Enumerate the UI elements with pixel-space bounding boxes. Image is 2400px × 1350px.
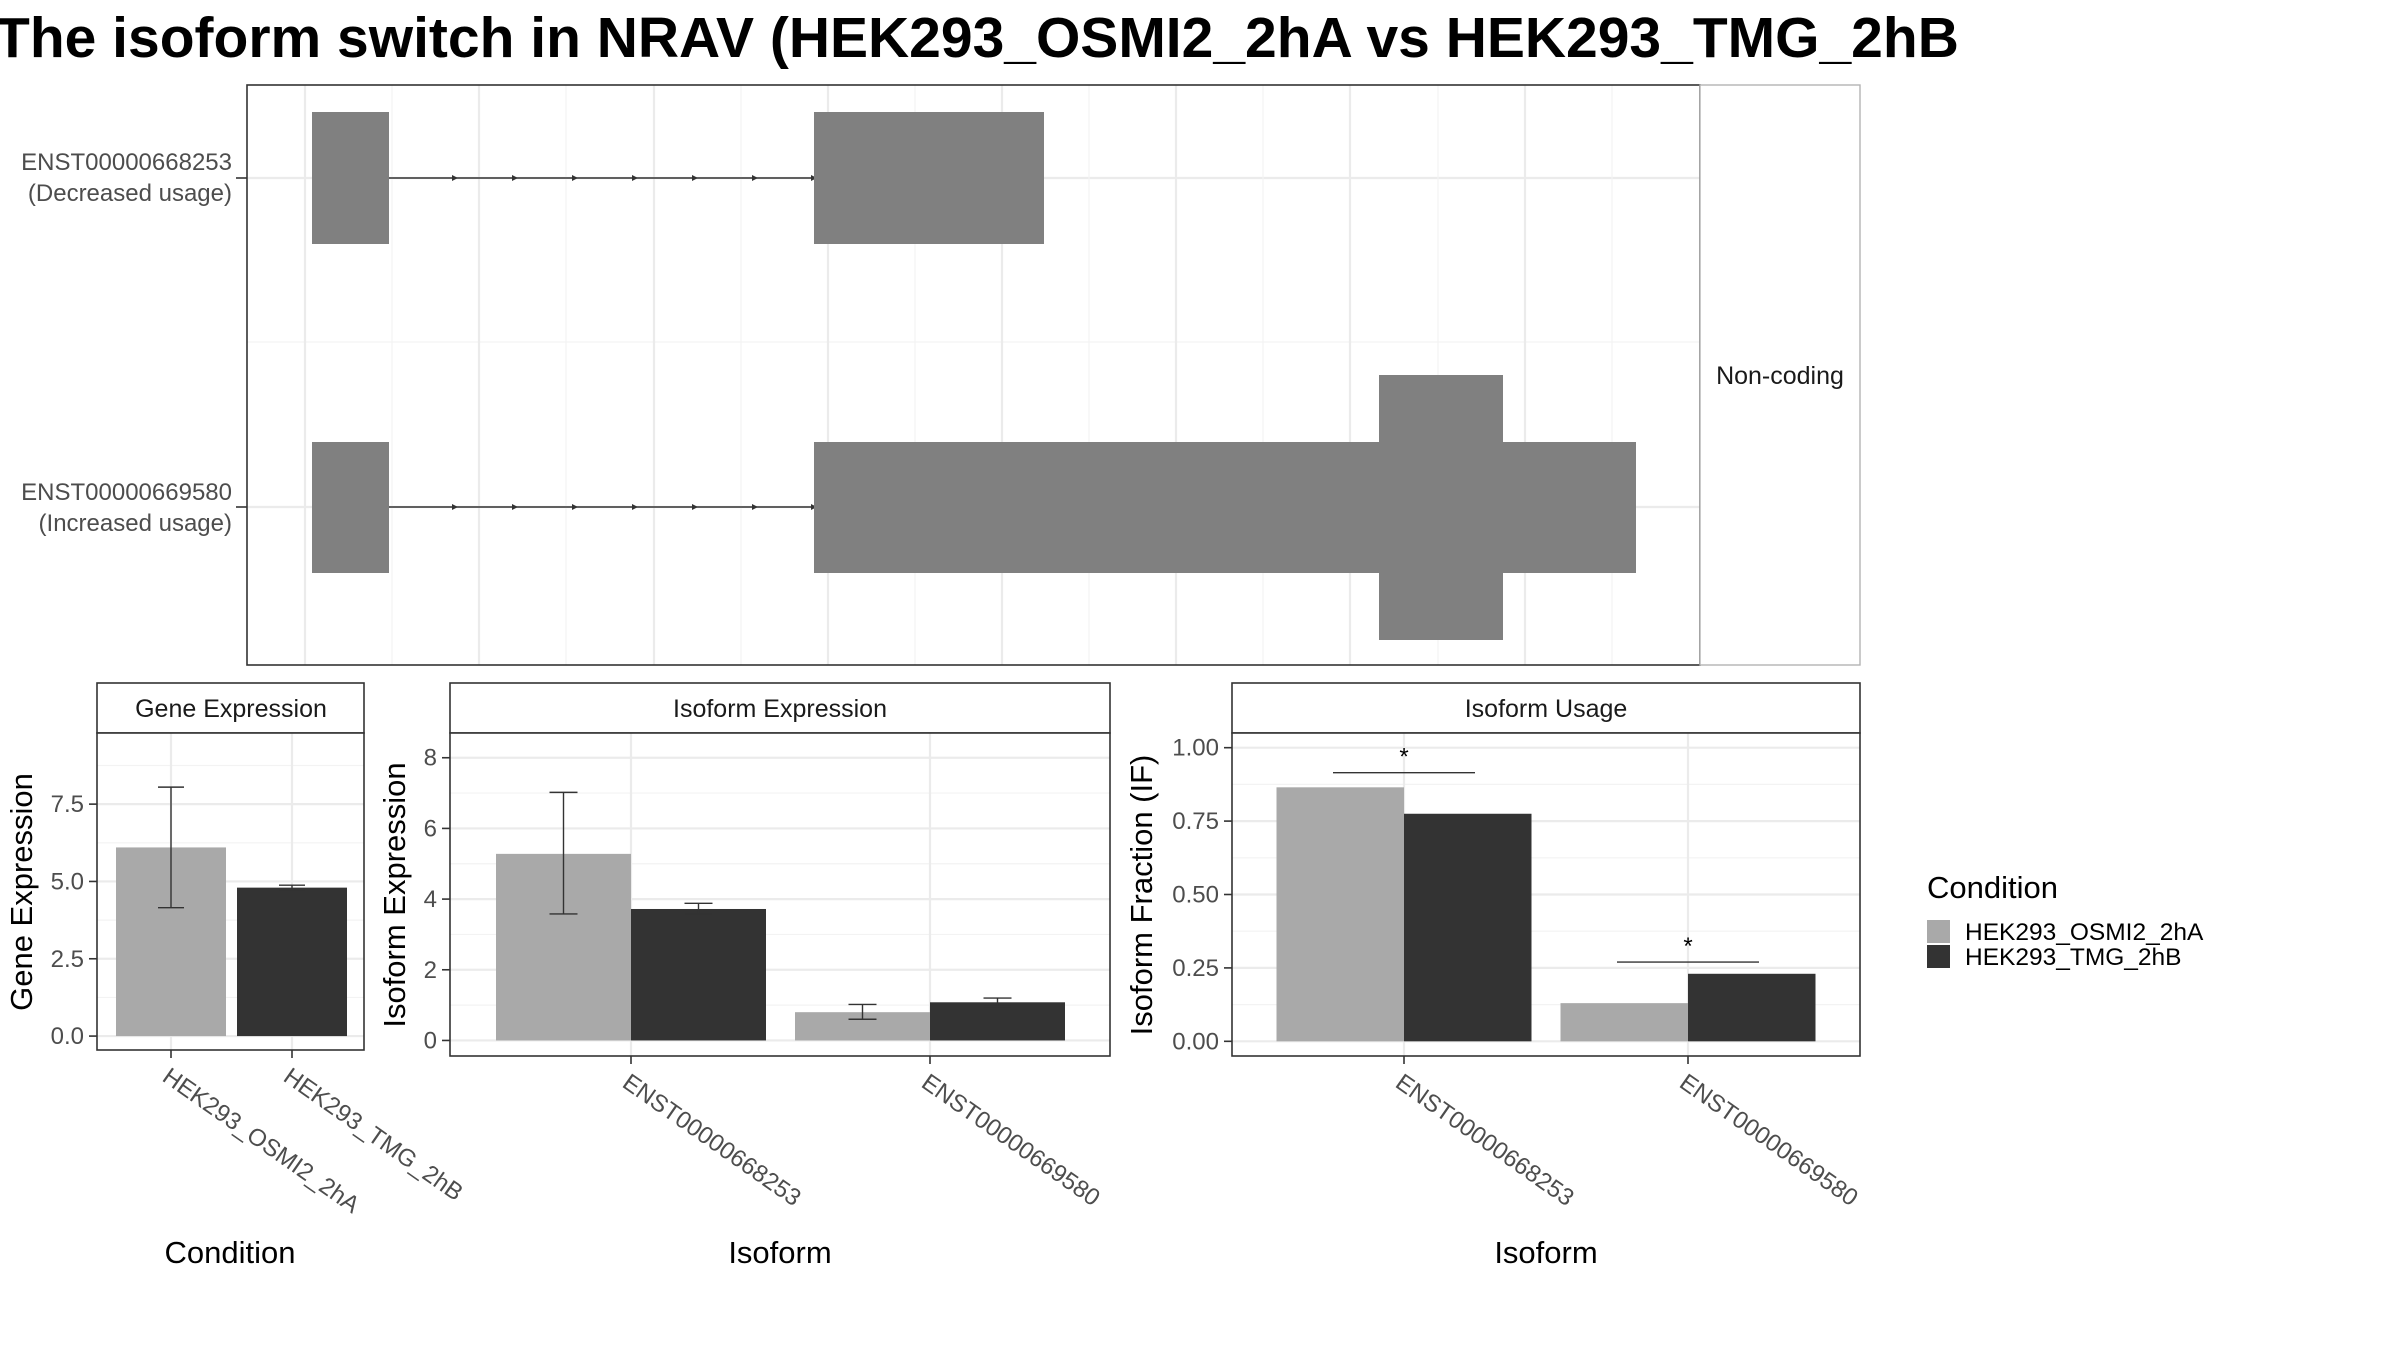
transcript-label-usage: (Decreased usage) <box>28 180 232 207</box>
y-tick-label: 2.5 <box>51 946 84 973</box>
gene-expression-y-ticks: 0.0 2.5 5.0 7.5 <box>51 791 97 1050</box>
transcript-label-id: ENST00000668253 <box>21 149 232 176</box>
gene-expression-panel-border <box>96 732 365 1051</box>
significance-star: * <box>1399 744 1408 771</box>
intron-arrow <box>752 175 758 181</box>
intron-arrow <box>692 504 698 510</box>
legend-swatch-condition-b <box>1927 945 1950 968</box>
legend-swatch-condition-a <box>1927 920 1950 943</box>
x-tick-label: ENST00000668253 <box>618 1069 806 1212</box>
y-tick-label: 0.00 <box>1172 1028 1219 1055</box>
bar <box>1276 787 1404 1042</box>
isoform-usage-bars <box>1276 787 1816 1042</box>
condition-legend: Condition HEK293_OSMI2_2hA HEK293_TMG_2h… <box>1927 870 2204 971</box>
gene-expression-error-bars <box>158 786 305 909</box>
isoform-expression-panel: Isoform Expression 0 2 4 6 8 ENST00000668253… <box>377 682 1111 1270</box>
bar <box>1404 813 1532 1042</box>
y-tick-label: 0.75 <box>1172 808 1219 835</box>
y-tick-label: 0.50 <box>1172 882 1219 909</box>
intron-arrow <box>752 504 758 510</box>
exon-block <box>814 112 1044 244</box>
intron-arrow <box>632 504 638 510</box>
y-tick-label: 8 <box>424 745 437 772</box>
isoform-expression-y-axis-label: Isoform Expression <box>377 762 412 1027</box>
y-tick-label: 0.0 <box>51 1023 84 1050</box>
exon-block <box>814 442 1636 573</box>
structure-facet-strip <box>1699 84 1861 666</box>
exon-block <box>312 442 389 573</box>
isoform-usage-x-axis-label: Isoform <box>1494 1235 1597 1270</box>
gene-expression-x-axis-label: Condition <box>165 1235 296 1270</box>
y-tick-label: 1.00 <box>1172 735 1219 762</box>
significance-star: * <box>1683 933 1692 960</box>
isoform-usage-y-ticks: 0.00 0.25 0.50 0.75 1.00 <box>1172 735 1232 1055</box>
legend-title: Condition <box>1927 870 2058 905</box>
x-tick-label: ENST00000669580 <box>917 1069 1105 1212</box>
isoform-usage-panel: Isoform Usage ** 0.000.250.500.751.00 EN… <box>1124 682 1863 1270</box>
legend-label-condition-a: HEK293_OSMI2_2hA <box>1965 919 2204 946</box>
isoform-expression-x-axis-label: Isoform <box>728 1235 831 1270</box>
y-tick-label: 5.0 <box>51 868 84 895</box>
gene-expression-strip-label: Gene Expression <box>135 695 327 723</box>
isoform-expression-x-ticks: ENST00000668253 ENST00000669580 <box>618 1056 1105 1212</box>
isoform-expression-panel-border <box>449 732 1111 1057</box>
y-tick-label: 4 <box>424 886 437 913</box>
isoform-usage-significance: ** <box>1333 744 1759 963</box>
isoform-usage-x-ticks: ENST00000668253 ENST00000669580 <box>1391 1056 1863 1212</box>
y-tick-label: 0 <box>424 1027 437 1054</box>
isoform-expression-y-ticks: 0 2 4 6 8 <box>424 745 450 1054</box>
transcript-label-usage: (Increased usage) <box>39 510 232 537</box>
gene-expression-y-axis-label: Gene Expression <box>4 773 39 1011</box>
bar <box>930 1002 1065 1041</box>
x-tick-label: ENST00000668253 <box>1391 1069 1579 1212</box>
isoform-usage-strip-label: Isoform Usage <box>1465 695 1628 723</box>
transcript-label-id: ENST00000669580 <box>21 479 232 506</box>
y-tick-label: 7.5 <box>51 791 84 818</box>
structure-facet-label: Non-coding <box>1716 362 1844 390</box>
y-tick-label: 2 <box>424 957 437 984</box>
isoform-usage-y-axis-label: Isoform Fraction (IF) <box>1124 755 1159 1036</box>
intron-arrow <box>452 504 458 510</box>
isoform-expression-bars <box>496 853 1065 1041</box>
transcript-structure-panel: Non-coding ENST00000668253 (Decreased us… <box>21 84 1861 666</box>
isoform-usage-strip <box>1231 682 1861 734</box>
figure-title: The isoform switch in NRAV (HEK293_OSMI2… <box>0 6 1959 70</box>
intron-arrow <box>572 504 578 510</box>
y-tick-label: 6 <box>424 815 437 842</box>
transcript-model-1 <box>312 112 1044 244</box>
intron-arrow <box>692 175 698 181</box>
intron-arrow <box>632 175 638 181</box>
isoform-expression-strip-label: Isoform Expression <box>673 695 887 723</box>
intron-arrow <box>452 175 458 181</box>
bar <box>631 908 766 1041</box>
isoform-expression-error-bars <box>549 791 1012 1020</box>
intron-arrow <box>572 175 578 181</box>
bar <box>1688 973 1816 1042</box>
legend-label-condition-b: HEK293_TMG_2hB <box>1965 944 2182 971</box>
isoform-expression-strip <box>449 682 1111 734</box>
x-tick-label: ENST00000669580 <box>1675 1069 1863 1212</box>
transcript-model-2 <box>312 375 1636 640</box>
intron-arrow <box>512 175 518 181</box>
y-tick-label: 0.25 <box>1172 955 1219 982</box>
x-tick-label: HEK293_OSMI2_2hA <box>158 1063 365 1219</box>
bar <box>1560 1003 1688 1042</box>
exon-block <box>312 112 389 244</box>
bar <box>237 887 347 1037</box>
intron-arrow <box>512 504 518 510</box>
exon-block-tall <box>1379 375 1503 640</box>
